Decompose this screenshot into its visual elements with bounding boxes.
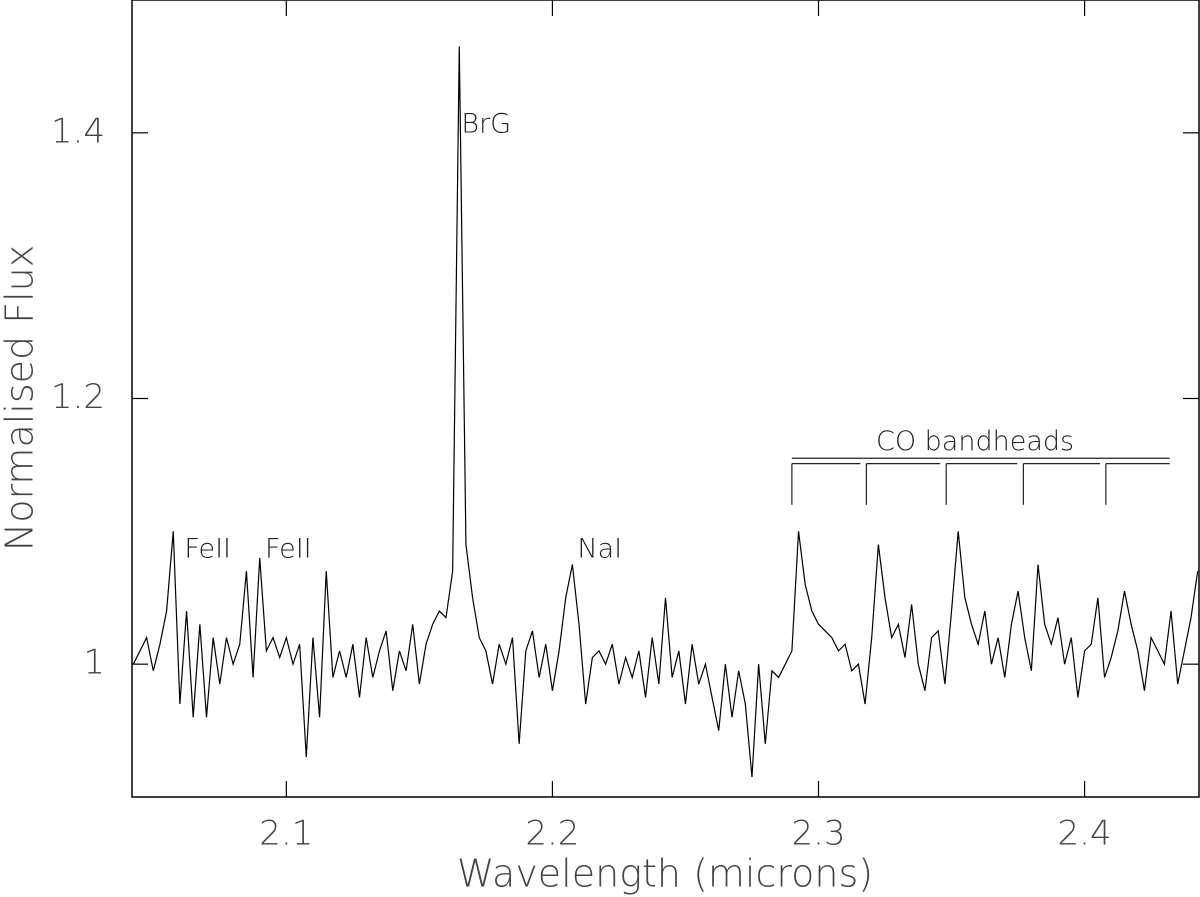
x-tick-label: 2.1 <box>259 814 313 854</box>
annotation: FeII <box>265 533 312 564</box>
annotation: NaI <box>577 533 622 564</box>
x-axis-title: Wavelength (microns) <box>457 852 873 896</box>
x-tick-label: 2.3 <box>791 814 845 854</box>
spectrum-line <box>132 46 1199 778</box>
y-axis-title: Normalised Flux <box>0 245 42 551</box>
plot-frame <box>131 0 1200 798</box>
y-tick-label: 1 <box>83 643 105 683</box>
y-tick-label: 1.2 <box>51 377 105 417</box>
annotation: CO bandheads <box>876 426 1074 457</box>
y-tick-label: 1.4 <box>51 111 105 151</box>
annotation: FeII <box>184 533 231 564</box>
annotation: BrG <box>461 108 511 139</box>
x-tick-label: 2.2 <box>525 814 579 854</box>
x-tick-label: 2.4 <box>1058 814 1112 854</box>
